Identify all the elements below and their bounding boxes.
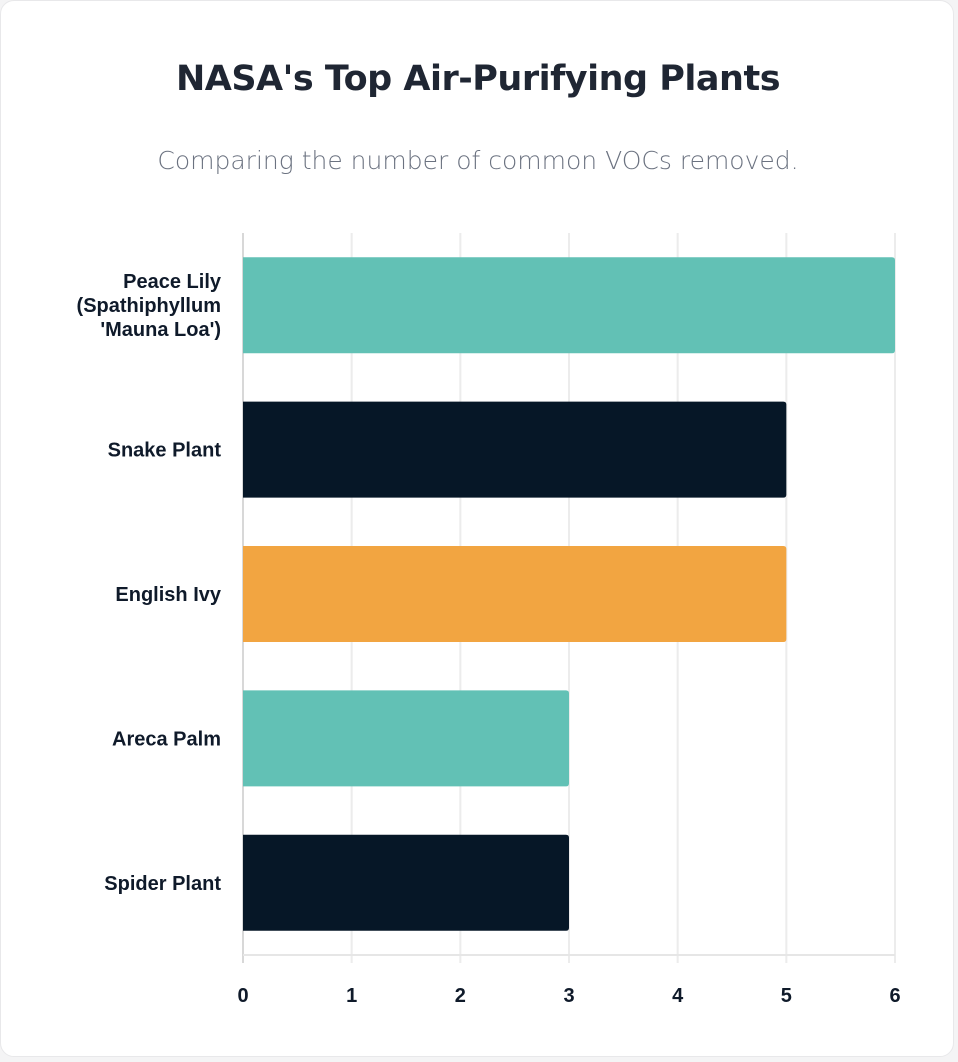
category-label: Peace Lily (Spathiphyllum 'Mauna Loa') xyxy=(77,271,222,341)
category-label: Snake Plant xyxy=(108,440,222,462)
x-tick-label: 0 xyxy=(237,985,248,1007)
x-tick-label: 3 xyxy=(563,985,574,1007)
category-label: Areca Palm xyxy=(112,728,221,750)
chart-subtitle: Comparing the number of common VOCs remo… xyxy=(157,146,799,175)
bar xyxy=(243,690,569,787)
bar xyxy=(243,834,569,931)
bar xyxy=(243,546,787,642)
x-tick-label: 4 xyxy=(672,985,684,1007)
x-tick-label: 5 xyxy=(781,985,792,1007)
x-tick-label: 2 xyxy=(455,985,466,1007)
x-tick-label: 1 xyxy=(346,985,357,1007)
bar xyxy=(243,257,895,354)
bar xyxy=(243,401,787,498)
category-label: Spider Plant xyxy=(104,873,221,895)
x-tick-label: 6 xyxy=(889,985,900,1007)
chart-title: NASA's Top Air-Purifying Plants xyxy=(175,59,781,99)
category-label: English Ivy xyxy=(115,584,221,606)
